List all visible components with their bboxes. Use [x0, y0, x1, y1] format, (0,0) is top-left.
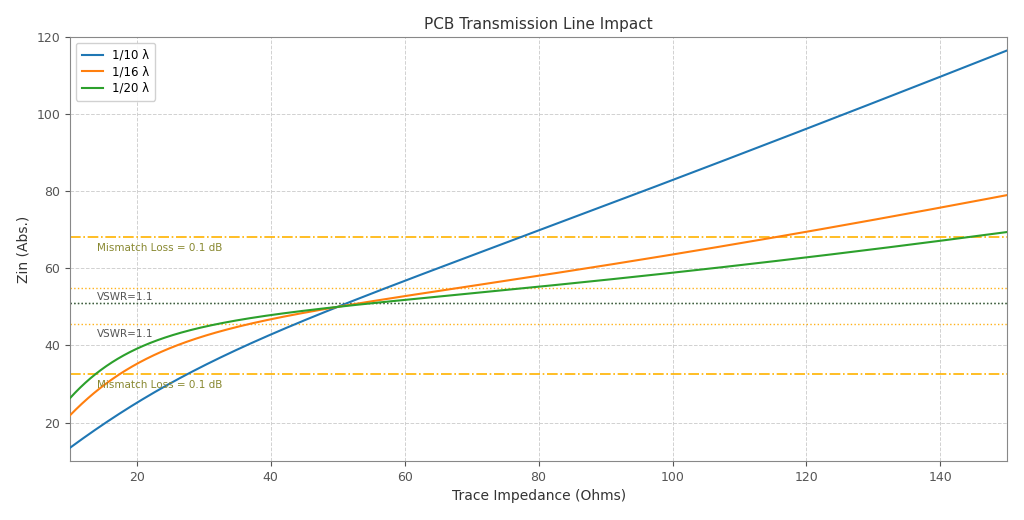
1/10 λ [1001, 47, 1014, 54]
1/16 λ [974, 197, 986, 203]
1/20 λ [112, 356, 124, 362]
1/20 λ [1001, 229, 1014, 235]
1/10 λ [495, 241, 507, 248]
1/20 λ [802, 254, 814, 261]
Line: 1/20 λ: 1/20 λ [70, 232, 1008, 398]
1/20 λ [974, 232, 986, 239]
1/20 λ [519, 285, 531, 291]
1/16 λ [112, 372, 124, 379]
Line: 1/10 λ: 1/10 λ [70, 50, 1008, 448]
1/20 λ [974, 232, 986, 239]
1/10 λ [974, 58, 986, 64]
1/16 λ [974, 197, 986, 203]
Text: Mismatch Loss = 0.1 dB: Mismatch Loss = 0.1 dB [96, 380, 222, 390]
1/10 λ [802, 125, 814, 131]
1/16 λ [63, 412, 76, 419]
1/10 λ [519, 232, 531, 239]
Text: VSWR=1.1: VSWR=1.1 [96, 329, 154, 339]
1/20 λ [495, 288, 507, 294]
Title: PCB Transmission Line Impact: PCB Transmission Line Impact [424, 17, 653, 32]
Text: Mismatch Loss = 0.1 dB: Mismatch Loss = 0.1 dB [96, 243, 222, 253]
1/16 λ [1001, 192, 1014, 198]
Legend: 1/10 λ, 1/16 λ, 1/20 λ: 1/10 λ, 1/16 λ, 1/20 λ [76, 43, 156, 101]
1/10 λ [974, 58, 986, 64]
1/20 λ [63, 395, 76, 401]
1/16 λ [802, 228, 814, 235]
1/16 λ [519, 275, 531, 281]
1/10 λ [112, 412, 124, 418]
X-axis label: Trace Impedance (Ohms): Trace Impedance (Ohms) [452, 489, 626, 503]
Text: VSWR=1.1: VSWR=1.1 [96, 292, 154, 302]
Line: 1/16 λ: 1/16 λ [70, 195, 1008, 415]
1/10 λ [63, 445, 76, 451]
Y-axis label: Zin (Abs.): Zin (Abs.) [16, 215, 31, 283]
1/16 λ [495, 278, 507, 284]
